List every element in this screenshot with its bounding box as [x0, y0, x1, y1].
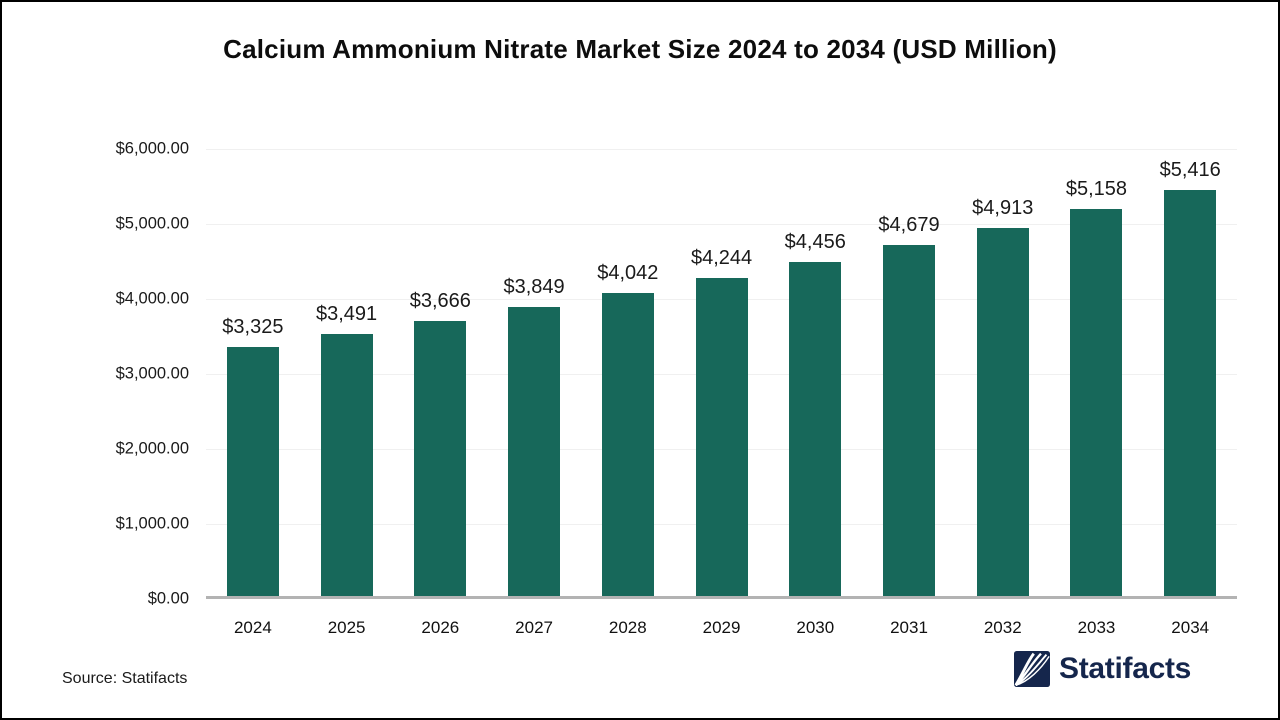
bar-value-label: $4,244 — [690, 246, 753, 269]
bar-column: $3,491 — [300, 149, 394, 596]
bar-2024 — [226, 346, 279, 596]
bar-column: $5,158 — [1050, 149, 1144, 596]
bar-2026 — [414, 321, 467, 596]
x-axis-tick-label: 2026 — [421, 618, 460, 637]
bar-value-label: $4,913 — [972, 196, 1034, 219]
plot-area: $6,000.00 $5,000.00 $4,000.00 $3,000.00 $2,0… — [116, 140, 1237, 608]
bar-value-label: $3,849 — [503, 276, 565, 299]
bar-column: $3,849 — [487, 149, 581, 596]
x-axis-tick-label: 2032 — [983, 618, 1022, 637]
x-axis-tick-label: 2031 — [890, 618, 928, 637]
x-axis-tick-label: 2030 — [796, 618, 835, 637]
y-axis-tick-label: $1,000.00 — [115, 514, 189, 533]
y-axis-tick-label: $6,000.00 — [115, 139, 189, 158]
bar-2031 — [883, 245, 935, 596]
y-axis-tick-label: $2,000.00 — [115, 439, 189, 458]
x-axis-tick-label: 2033 — [1077, 618, 1116, 637]
bar-2034 — [1164, 189, 1217, 596]
bar-value-label: $3,491 — [316, 303, 378, 326]
bar-2028 — [601, 292, 654, 596]
bar-value-label: $5,158 — [1065, 178, 1128, 201]
x-axis-labels: 2024 2025 2026 2027 2028 2029 2030 2031 2032 2033… — [206, 602, 1237, 638]
bar-column: $4,913 — [956, 149, 1050, 596]
bar-2027 — [508, 307, 561, 596]
x-axis-tick-label: 2027 — [515, 618, 553, 637]
gridline — [206, 224, 1237, 225]
bar-value-label: $4,042 — [597, 261, 659, 284]
statifacts-logo-text: Statifacts — [1059, 652, 1192, 685]
bar-value-label: $4,456 — [784, 230, 846, 253]
statifacts-logo-icon — [1014, 651, 1050, 687]
bar-2032 — [976, 227, 1029, 596]
x-axis-tick-label: 2028 — [608, 618, 647, 637]
bar-column: $4,679 — [862, 149, 956, 596]
bar-2030 — [789, 261, 842, 596]
bar-2025 — [320, 334, 373, 596]
source-note: Source: Statifacts — [62, 670, 188, 687]
bar-column: $4,244 — [675, 149, 769, 596]
bars-container: $3,325 $3,491 $3,666 $3,849 $4,042 $4,244 $4,4… — [206, 149, 1237, 596]
y-axis-tick-label: $4,000.00 — [115, 289, 189, 308]
bar-column: $4,456 — [768, 149, 862, 596]
bar-value-label: $4,679 — [878, 214, 940, 237]
bar-value-label: $5,416 — [1159, 158, 1221, 181]
bar-value-label: $3,666 — [409, 290, 471, 313]
bar-column: $3,666 — [393, 149, 487, 596]
bar-column: $5,416 — [1143, 149, 1237, 596]
y-axis-tick-label: $0.00 — [147, 589, 189, 608]
x-axis-tick-label: 2024 — [233, 618, 272, 637]
x-axis-tick-label: 2034 — [1171, 618, 1210, 637]
gridline — [206, 149, 1237, 150]
bar-column: $3,325 — [206, 149, 300, 596]
y-axis-tick-label: $5,000.00 — [115, 214, 189, 233]
x-axis-tick-label: 2025 — [327, 618, 366, 637]
bar-column: $4,042 — [581, 149, 675, 596]
y-axis-tick-label: $3,000.00 — [115, 364, 189, 383]
bar-2029 — [695, 277, 748, 596]
x-axis-tick-label: 2029 — [702, 618, 741, 637]
bar-value-label: $3,325 — [222, 315, 284, 338]
chart-title: Calcium Ammonium Nitrate Market Size 202… — [223, 34, 1057, 64]
statifacts-logo: Statifacts — [1014, 650, 1191, 688]
bar-2033 — [1070, 209, 1123, 596]
